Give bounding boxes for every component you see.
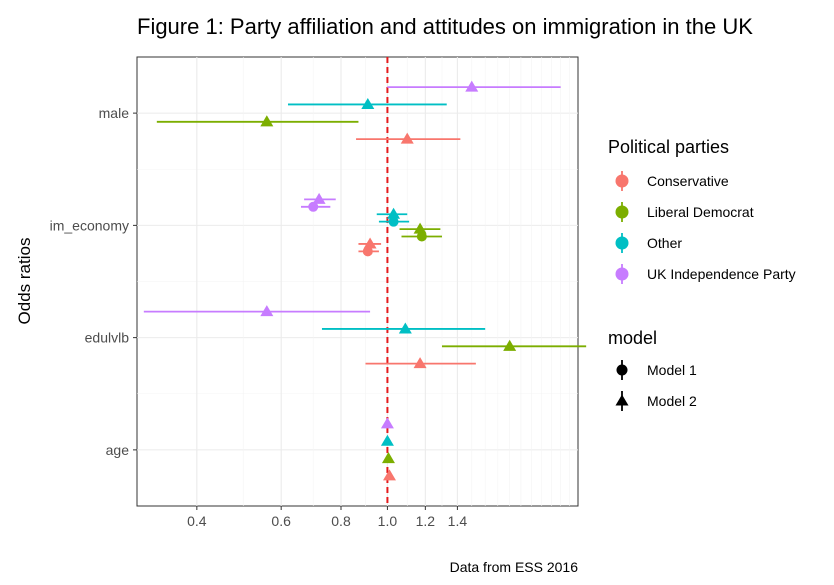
point-male-uk-independence-party-model2 (465, 80, 479, 92)
legend-party-swatch-uk-independence-party (615, 267, 629, 281)
x-tick-label: 1.4 (448, 513, 468, 529)
x-tick-label: 0.6 (271, 513, 291, 529)
y-tick-label-im_economy: im_economy (50, 217, 129, 233)
point-age-conservative-model2 (382, 469, 396, 481)
x-tick-label: 1.0 (378, 513, 398, 529)
plot-panel (136, 56, 587, 507)
point-im_economy-other-model2 (387, 207, 401, 219)
point-male-conservative-model2 (400, 132, 414, 144)
legend-model-triangle (615, 394, 629, 406)
legend-party-swatch-liberal-democrat (615, 205, 629, 219)
point-im_economy-conservative-model2 (363, 237, 377, 249)
chart-caption: Data from ESS 2016 (450, 559, 579, 575)
legend-models: Model 1 Model 2 (615, 360, 697, 411)
y-tick-label-age: age (106, 442, 130, 458)
legend-title-model: model (608, 328, 657, 348)
point-edulvlb-liberal-democrat-model2 (503, 339, 517, 351)
chart-title: Figure 1: Party affiliation and attitude… (137, 14, 753, 39)
point-male-other-model2 (361, 97, 375, 110)
x-tick-label: 0.8 (331, 513, 351, 529)
point-edulvlb-uk-independence-party-model2 (260, 305, 274, 317)
point-age-uk-independence-party-model2 (380, 417, 394, 429)
grid-lines (137, 57, 578, 506)
x-tick-label: 1.2 (416, 513, 436, 529)
legend-party-label-other: Other (647, 235, 682, 251)
legend-party-label-liberal-democrat: Liberal Democrat (647, 204, 754, 220)
legend-title-parties: Political parties (608, 137, 729, 157)
x-axis: 0.4 0.6 0.8 1.0 1.2 1.4 (187, 506, 467, 529)
legend-party-swatch-conservative (615, 174, 629, 188)
legend: Political parties Conservative Liberal De… (608, 137, 796, 411)
legend-party-swatch-other (615, 236, 629, 250)
x-tick-label: 0.4 (187, 513, 207, 529)
point-im_economy-conservative-model1 (362, 246, 373, 257)
y-axis-label: Odds ratios (15, 238, 34, 325)
point-age-liberal-democrat-model2 (381, 452, 395, 464)
point-im_economy-liberal-democrat-model2 (413, 222, 427, 234)
point-edulvlb-conservative-model2 (413, 357, 427, 369)
point-edulvlb-other-model2 (398, 322, 412, 334)
point-im_economy-uk-independence-party-model1 (308, 201, 319, 212)
point-im_economy-liberal-democrat-model1 (416, 231, 427, 242)
point-age-other-model2 (380, 434, 394, 446)
y-tick-label-edulvlb: edulvlb (85, 330, 130, 346)
legend-party-label-uk-independence-party: UK Independence Party (647, 266, 796, 282)
data-marks (143, 80, 587, 481)
legend-model-label: Model 1 (647, 362, 697, 378)
legend-model-label: Model 2 (647, 393, 697, 409)
y-tick-label-male: male (99, 105, 130, 121)
legend-parties: Conservative Liberal Democrat Other UK Inde… (615, 171, 796, 284)
point-male-liberal-democrat-model2 (260, 115, 274, 127)
legend-party-label-conservative: Conservative (647, 173, 729, 189)
point-im_economy-uk-independence-party-model2 (312, 192, 326, 204)
legend-model-circle (616, 364, 628, 376)
point-im_economy-other-model1 (388, 216, 399, 227)
